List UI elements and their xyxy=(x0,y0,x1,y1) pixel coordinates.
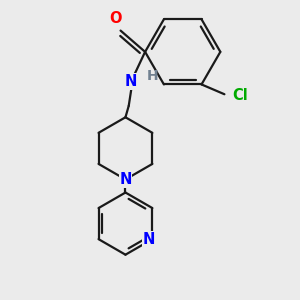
Text: N: N xyxy=(143,232,155,247)
Text: Cl: Cl xyxy=(232,88,248,104)
Text: O: O xyxy=(110,11,122,26)
Text: H: H xyxy=(147,69,158,83)
Text: N: N xyxy=(124,74,136,89)
Text: N: N xyxy=(119,172,132,187)
